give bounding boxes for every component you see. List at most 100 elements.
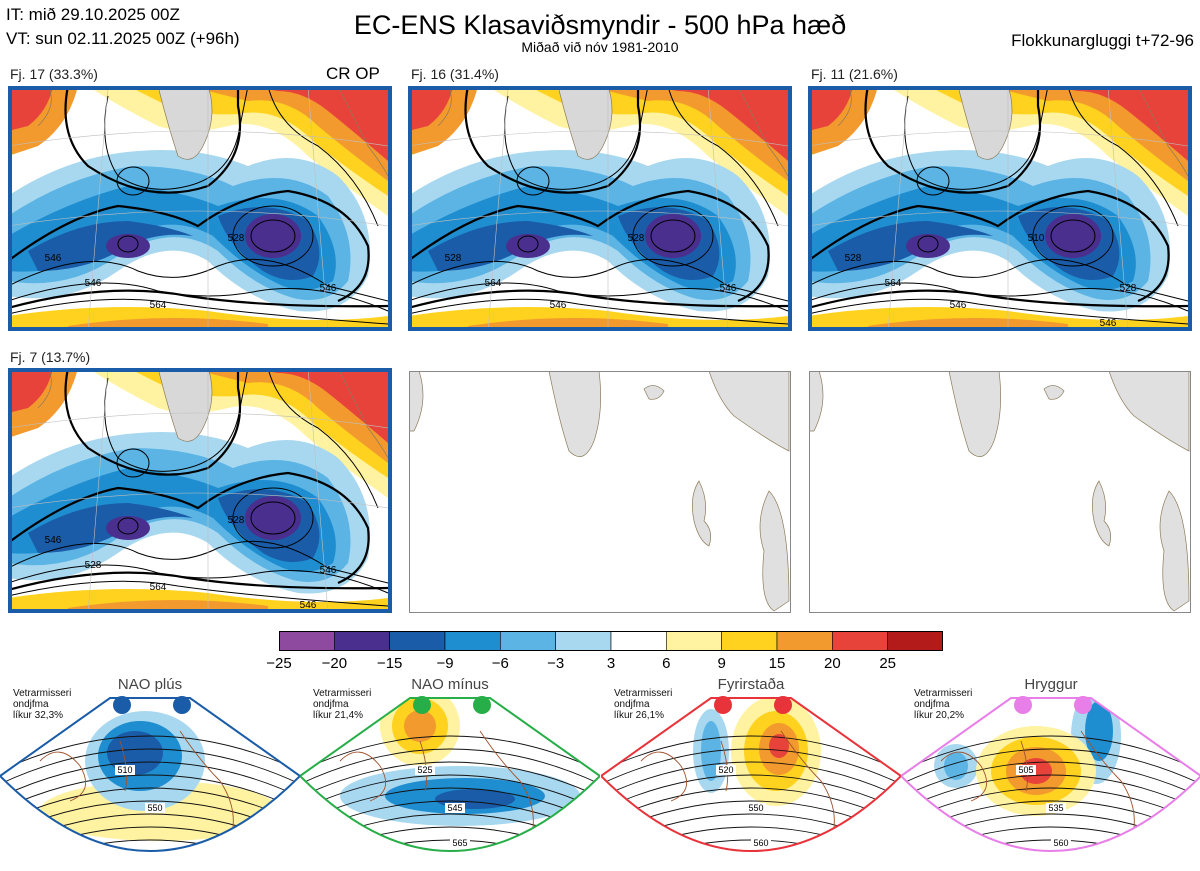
empty-map-1 [409, 371, 791, 613]
regime-contour-label: 510 [117, 765, 132, 775]
contour-label: 528 [85, 560, 102, 571]
regime-marker-dot [413, 696, 431, 714]
contour-label: 564 [885, 278, 902, 289]
colorbar-segment [444, 631, 501, 651]
regime-title: NAO plús [117, 676, 183, 693]
contour-label: 528 [628, 233, 645, 244]
regime-contour-label: 560 [753, 838, 768, 848]
colorbar-tick-label: 3 [606, 655, 616, 672]
regime-marker-dot [774, 696, 792, 714]
regime-note-line: Vetrarmisseri [313, 688, 372, 699]
contour-label: 528 [228, 233, 245, 244]
contour-label: 546 [45, 253, 62, 264]
colorbar-tick-label: −9 [436, 655, 454, 672]
regime-contour-label: 520 [718, 765, 733, 775]
colorbar-segment [279, 631, 335, 651]
contour-label: 546 [320, 565, 337, 576]
panel-label-3: Fj. 11 (21.6%) [811, 66, 898, 82]
colorbar-tick-label: 9 [717, 655, 726, 672]
regime-note: Vetrarmisseri ondjfma líkur 32,3% [13, 688, 71, 721]
colorbar-segment [666, 631, 722, 651]
colorbar-segment [389, 631, 446, 651]
regime-note-line: Vetrarmisseri [914, 688, 973, 699]
regime-note-line: ondjfma [313, 699, 349, 710]
regime-contour-label: 505 [1018, 765, 1033, 775]
page-title: EC-ENS Klasaviðsmyndir - 500 hPa hæð [353, 10, 847, 40]
regime-marker-dot [113, 696, 131, 714]
init-time: IT: mið 29.10.2025 00Z [6, 5, 180, 24]
panel-label-2: Fj. 16 (31.4%) [411, 66, 499, 82]
regime-contour-label: 560 [1053, 838, 1068, 848]
colorbar [279, 631, 943, 651]
panel-label-1: Fj. 17 (33.3%) [10, 66, 98, 82]
contour-label: 528 [228, 515, 245, 526]
regime-note-line: Vetrarmisseri [614, 688, 673, 699]
cluster-map-1: 528 546 564 546 546 [8, 86, 392, 331]
regime-note-line: ondjfma [13, 699, 49, 710]
cluster-map-2: 528 528 546 564 546 [408, 86, 792, 331]
colorbar-segment [721, 631, 778, 651]
contour-label: 546 [950, 300, 967, 311]
regime-note-line: ondjfma [614, 699, 650, 710]
regime-note-line: líkur 32,3% [13, 710, 64, 721]
regime-marker-dot [1074, 696, 1092, 714]
regime-note-line: líkur 21,4% [313, 710, 364, 721]
operational-marker: CR OP [326, 64, 380, 83]
colorbar-segment [610, 631, 667, 651]
page-subtitle: Miðað við nóv 1981-2010 [521, 39, 679, 55]
regime-marker-dot [473, 696, 491, 714]
cluster-map-4: 528 546 564 528 546 546 [8, 368, 392, 613]
contour-label: 546 [550, 300, 567, 311]
regime-note-line: Vetrarmisseri [13, 688, 72, 699]
regime-contour-label: 565 [452, 838, 467, 848]
contour-label: 564 [150, 582, 167, 593]
regime-map: 510 550 [0, 696, 300, 852]
contour-label: 528 [445, 253, 462, 264]
colorbar-segment [887, 631, 943, 651]
regime-contour-label: 535 [1048, 803, 1063, 813]
regime-note: Vetrarmisseri ondjfma líkur 20,2% [914, 688, 972, 721]
regime-note: Vetrarmisseri ondjfma líkur 21,4% [313, 688, 371, 721]
contour-label: 528 [1120, 283, 1137, 294]
contour-label: 510 [1028, 233, 1045, 244]
colorbar-segment [776, 631, 833, 651]
colorbar-tick-label: −20 [321, 655, 348, 672]
regime-contour-label: 545 [447, 803, 462, 813]
regime-marker-dot [714, 696, 732, 714]
colorbar-segment [555, 631, 612, 651]
regime-map: 520 550 560 [601, 696, 901, 852]
regime-contour-label: 550 [147, 803, 162, 813]
contour-label: 564 [150, 300, 167, 311]
colorbar-segment [832, 631, 888, 651]
colorbar-tick-label: 6 [662, 655, 671, 672]
colorbar-tick-label: 20 [823, 655, 841, 672]
panel-label-4: Fj. 7 (13.7%) [10, 349, 91, 365]
colorbar-segment [334, 631, 390, 651]
colorbar-tick-label: −6 [491, 655, 509, 672]
regime-marker-dot [1014, 696, 1032, 714]
regime-title: Fyrirstaða [717, 676, 785, 693]
contour-label: 546 [85, 278, 102, 289]
regime-note: Vetrarmisseri ondjfma líkur 26,1% [614, 688, 672, 721]
contour-label: 546 [720, 283, 737, 294]
empty-map-2 [809, 371, 1191, 613]
contour-label: 546 [45, 535, 62, 546]
contour-label: 546 [320, 283, 337, 294]
colorbar-tick-label: −3 [547, 655, 565, 672]
regime-note-line: ondjfma [914, 699, 950, 710]
cluster-map-3: 510 528 546 564 528 546 [808, 86, 1192, 331]
regime-title: NAO mínus [411, 676, 489, 693]
colorbar-tick-label: −15 [376, 655, 403, 672]
regime-note-line: líkur 20,2% [914, 710, 965, 721]
regime-title: Hryggur [1024, 676, 1078, 693]
regime-contour-label: 550 [748, 803, 763, 813]
regime-contour-label: 525 [417, 765, 432, 775]
regime-map: 505 535 560 [901, 696, 1200, 852]
classification-window: Flokkunargluggi t+72-96 [1011, 31, 1194, 50]
regime-marker-dot [173, 696, 191, 714]
valid-time: VT: sun 02.11.2025 00Z (+96h) [6, 29, 240, 48]
colorbar-segment [500, 631, 556, 651]
contour-label: 528 [845, 253, 862, 264]
colorbar-tick-label: −25 [266, 655, 292, 672]
contour-label: 564 [485, 278, 502, 289]
